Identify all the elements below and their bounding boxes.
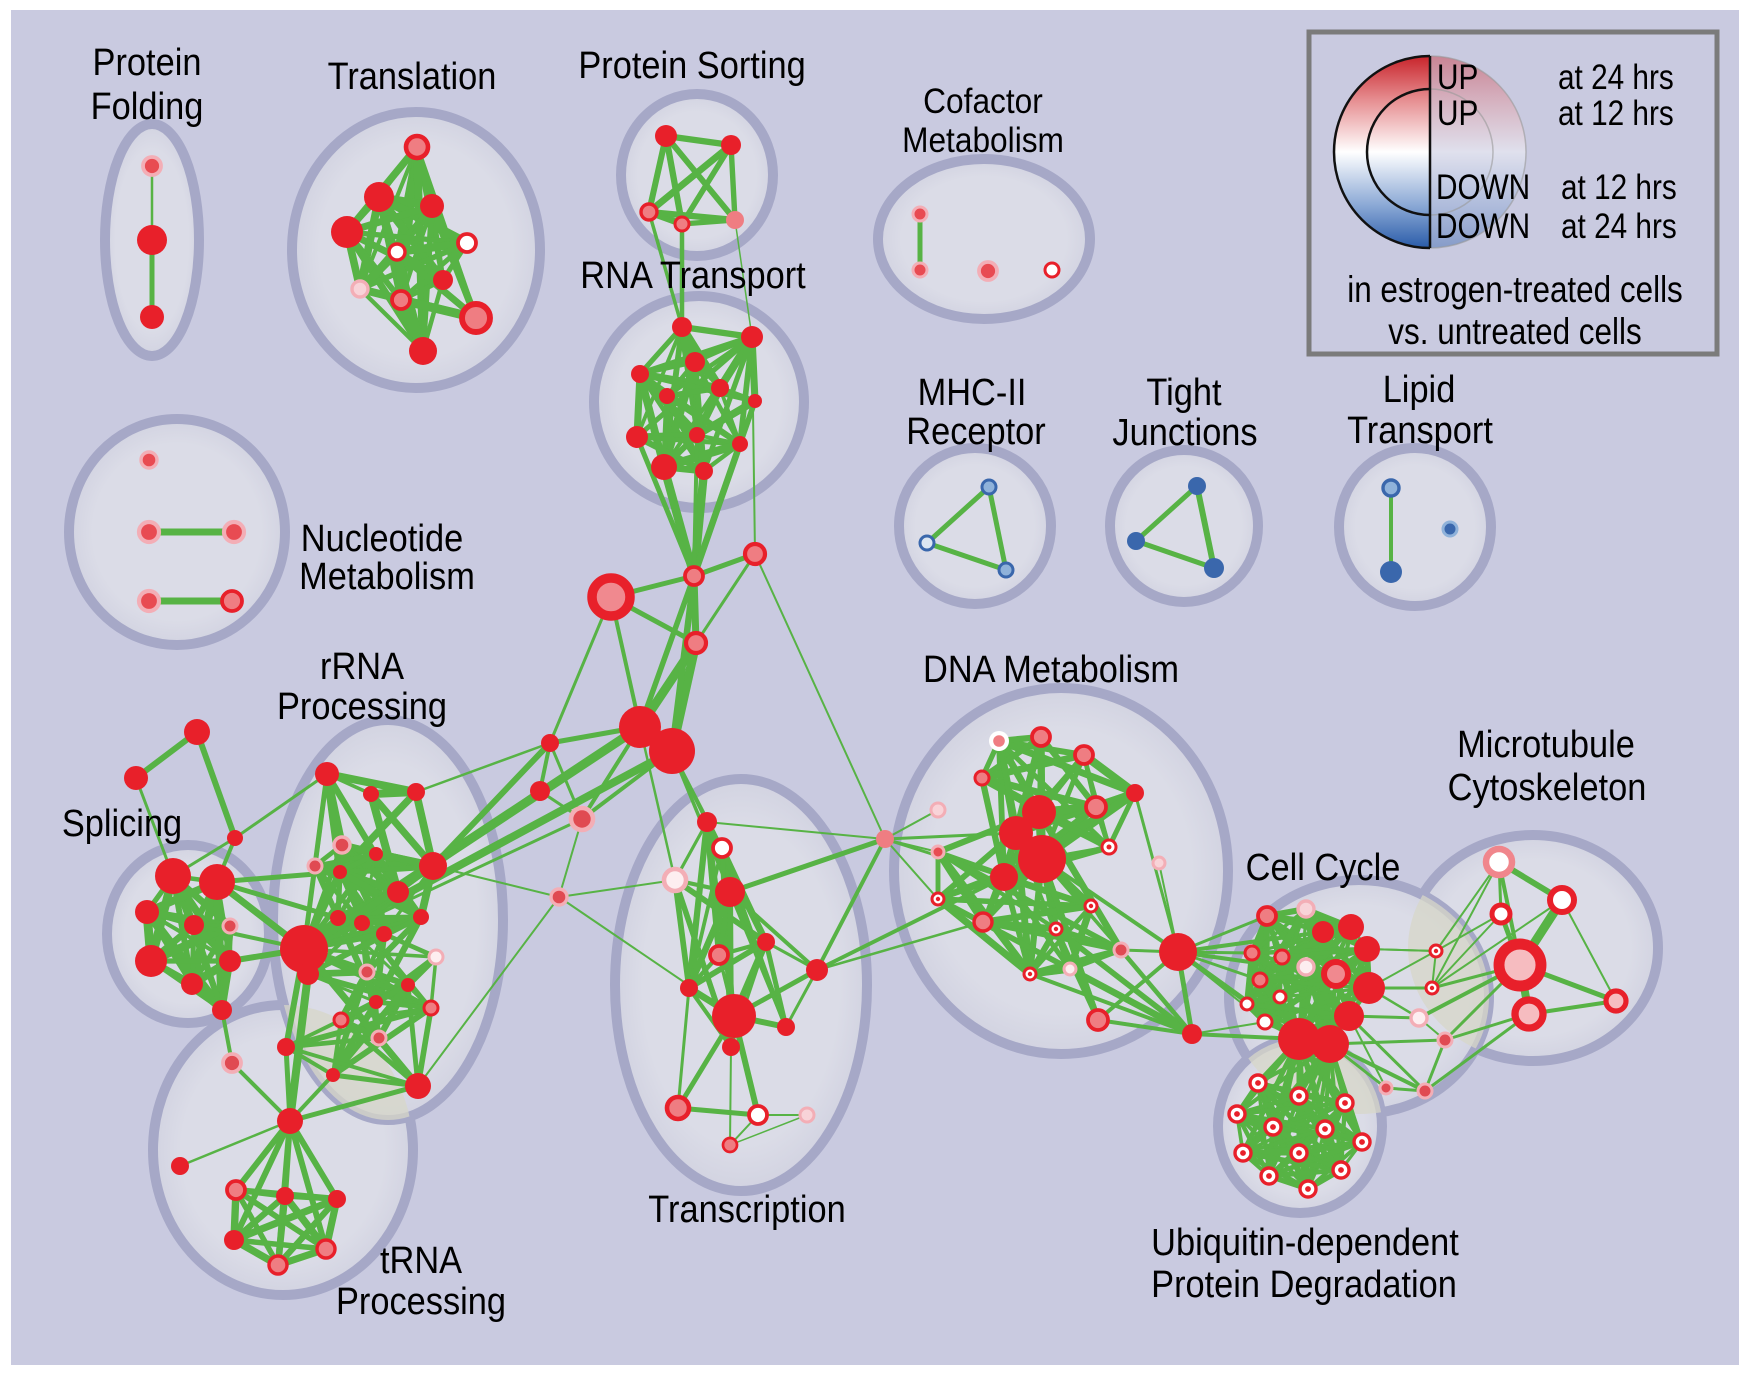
svg-text:Protein Sorting: Protein Sorting — [578, 43, 805, 86]
svg-text:MHC-II: MHC-II — [918, 370, 1027, 413]
svg-text:Processing: Processing — [336, 1279, 506, 1322]
svg-text:Ubiquitin-dependent: Ubiquitin-dependent — [1151, 1220, 1459, 1263]
svg-text:Metabolism: Metabolism — [902, 122, 1064, 161]
svg-text:UP: UP — [1437, 58, 1478, 97]
svg-text:Microtubule: Microtubule — [1457, 722, 1635, 765]
svg-text:Receptor: Receptor — [906, 409, 1045, 452]
svg-text:DOWN: DOWN — [1436, 168, 1530, 207]
svg-text:at 24 hrs: at 24 hrs — [1561, 207, 1677, 246]
svg-text:Lipid: Lipid — [1383, 367, 1456, 410]
svg-text:Transport: Transport — [1347, 408, 1493, 451]
svg-text:Protein: Protein — [93, 40, 202, 83]
svg-text:Metabolism: Metabolism — [299, 554, 475, 597]
svg-text:Splicing: Splicing — [62, 801, 182, 844]
svg-text:RNA Transport: RNA Transport — [580, 253, 805, 296]
svg-text:in estrogen-treated cells: in estrogen-treated cells — [1347, 270, 1683, 311]
svg-text:Cytoskeleton: Cytoskeleton — [1448, 765, 1647, 808]
svg-text:rRNA: rRNA — [320, 644, 405, 687]
svg-text:Tight: Tight — [1146, 370, 1221, 413]
svg-text:Transcription: Transcription — [648, 1187, 845, 1230]
svg-text:Translation: Translation — [328, 54, 497, 97]
svg-text:DOWN: DOWN — [1436, 207, 1530, 246]
svg-text:DNA Metabolism: DNA Metabolism — [923, 647, 1179, 690]
svg-text:Nucleotide: Nucleotide — [301, 516, 463, 559]
svg-text:Cofactor: Cofactor — [923, 83, 1043, 122]
svg-text:at 12 hrs: at 12 hrs — [1558, 94, 1674, 133]
svg-text:Cell Cycle: Cell Cycle — [1246, 845, 1401, 888]
svg-text:at 24 hrs: at 24 hrs — [1558, 58, 1674, 97]
svg-text:Junctions: Junctions — [1112, 410, 1257, 453]
svg-text:UP: UP — [1437, 94, 1478, 133]
svg-text:at 12 hrs: at 12 hrs — [1561, 168, 1677, 207]
svg-text:Folding: Folding — [91, 84, 204, 127]
svg-text:Protein Degradation: Protein Degradation — [1151, 1262, 1457, 1305]
svg-text:tRNA: tRNA — [380, 1238, 463, 1281]
svg-text:Processing: Processing — [277, 684, 447, 727]
svg-text:vs. untreated cells: vs. untreated cells — [1388, 312, 1641, 353]
